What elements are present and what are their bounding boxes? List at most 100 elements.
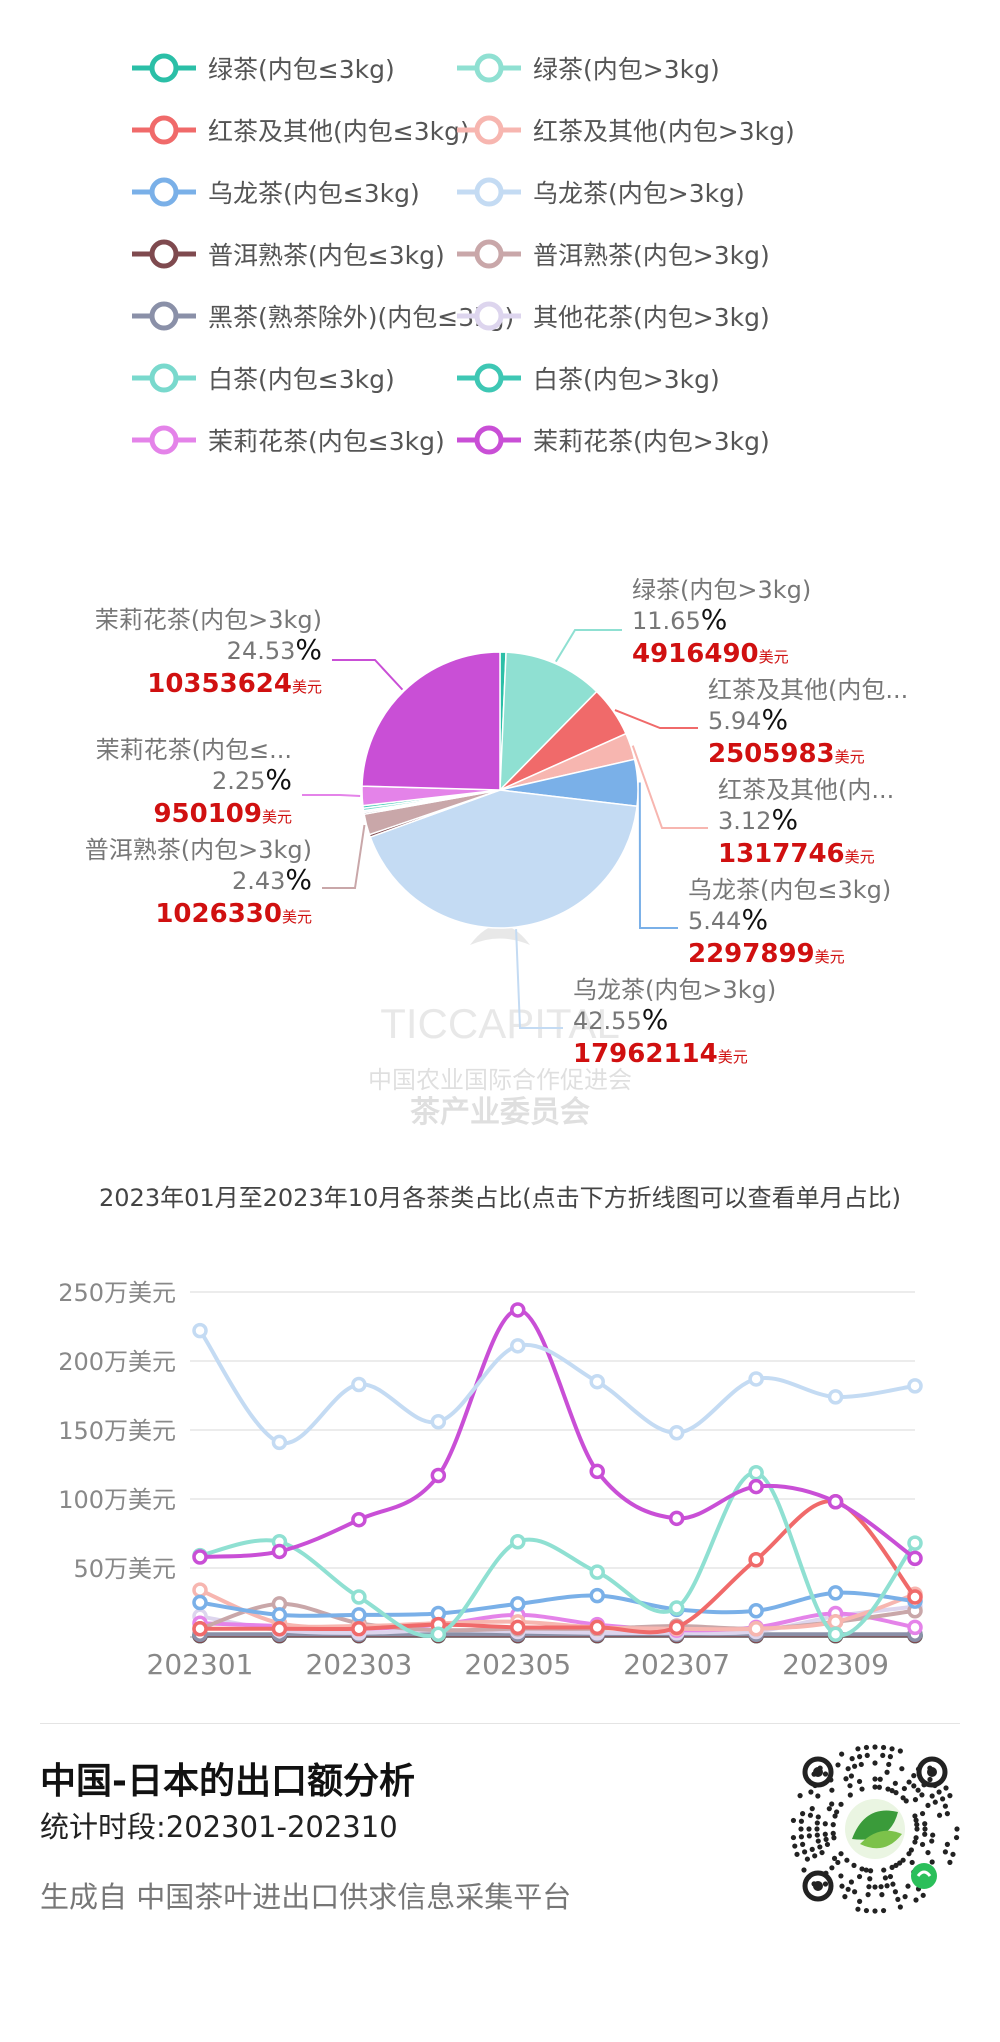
- data-point[interactable]: [351, 1589, 367, 1605]
- data-point[interactable]: [589, 1619, 605, 1636]
- legend-label: 普洱熟茶(内包>3kg): [533, 241, 770, 270]
- legend-item[interactable]: 红茶及其他(内包≤3kg): [130, 110, 470, 150]
- series-path[interactable]: [198, 1329, 916, 1446]
- legend-item[interactable]: 其他花茶(内包>3kg): [455, 296, 770, 336]
- data-point[interactable]: [827, 1585, 844, 1601]
- data-point[interactable]: [827, 1494, 844, 1510]
- data-point[interactable]: [589, 1463, 605, 1480]
- watermark-brand: TICCAPITAL: [380, 1000, 620, 1047]
- data-point[interactable]: [192, 1594, 208, 1611]
- legend-label: 白茶(内包>3kg): [533, 365, 720, 394]
- pie-label-amount: 2297899美元: [688, 939, 845, 969]
- data-point[interactable]: [748, 1465, 764, 1481]
- legend-item[interactable]: 茉莉花茶(内包>3kg): [455, 420, 770, 460]
- legend-label: 普洱熟茶(内包≤3kg): [208, 241, 445, 270]
- pie-label-percent: 24.53%: [227, 633, 322, 666]
- series-line[interactable]: [192, 1322, 923, 1451]
- legend-item[interactable]: 茉莉花茶(内包≤3kg): [130, 420, 445, 460]
- data-point[interactable]: [510, 1338, 526, 1354]
- data-point[interactable]: [748, 1478, 764, 1495]
- data-point[interactable]: [748, 1620, 764, 1637]
- pie-label-line: [554, 629, 622, 663]
- data-point[interactable]: [510, 1619, 526, 1636]
- pie-label-line: [638, 782, 678, 929]
- data-point[interactable]: [907, 1619, 923, 1636]
- data-point[interactable]: [589, 1373, 605, 1390]
- data-point[interactable]: [510, 1302, 526, 1318]
- y-tick-label: 200万美元: [58, 1348, 176, 1376]
- legend-item[interactable]: 黑茶(熟茶除外)(内包≤3kg): [130, 296, 514, 336]
- legend-label: 绿茶(内包≤3kg): [208, 55, 395, 84]
- data-point[interactable]: [510, 1534, 526, 1550]
- data-point[interactable]: [589, 1587, 605, 1604]
- data-point[interactable]: [192, 1620, 208, 1637]
- legend-item[interactable]: 白茶(内包>3kg): [455, 358, 720, 398]
- legend: 绿茶(内包≤3kg) 绿茶(内包>3kg) 红茶及其他(内包≤3kg) 红茶及其他(内…: [0, 0, 1000, 480]
- legend-item[interactable]: 普洱熟茶(内包>3kg): [455, 234, 770, 274]
- series-path[interactable]: [199, 1307, 917, 1560]
- legend-label: 绿茶(内包>3kg): [533, 55, 720, 84]
- data-point[interactable]: [271, 1620, 288, 1637]
- pie-slice[interactable]: [369, 789, 638, 929]
- legend-label: 其他花茶(内包>3kg): [533, 303, 770, 332]
- legend-marker-icon: [132, 239, 196, 269]
- series-path[interactable]: [199, 1588, 916, 1632]
- data-point[interactable]: [907, 1535, 923, 1551]
- data-point[interactable]: [510, 1596, 526, 1612]
- data-point[interactable]: [748, 1603, 764, 1619]
- legend-item[interactable]: 绿茶(内包≤3kg): [130, 48, 395, 88]
- data-point[interactable]: [748, 1551, 764, 1568]
- data-point[interactable]: [668, 1619, 685, 1636]
- data-point[interactable]: [668, 1510, 685, 1527]
- x-tick-label: 202301: [147, 1648, 254, 1681]
- data-point[interactable]: [907, 1589, 923, 1605]
- data-point[interactable]: [271, 1543, 288, 1560]
- legend-label: 红茶及其他(内包≤3kg): [208, 117, 470, 146]
- pie-label-name: 普洱熟茶(内包>3kg): [85, 836, 312, 864]
- data-point[interactable]: [192, 1322, 208, 1339]
- line-chart[interactable]: 50万美元 100万美元 150万美元 200万美元 250万美元 202301 2023…: [0, 1240, 1000, 1700]
- series-path[interactable]: [199, 1470, 917, 1638]
- data-point[interactable]: [668, 1425, 685, 1441]
- pie-label-percent: 3.12%: [718, 803, 798, 836]
- legend-label: 茉莉花茶(内包≤3kg): [208, 427, 445, 456]
- legend-item[interactable]: 乌龙茶(内包>3kg): [455, 172, 745, 212]
- series-path[interactable]: [199, 1590, 916, 1618]
- series-line[interactable]: [192, 1465, 923, 1642]
- legend-item[interactable]: 普洱熟茶(内包≤3kg): [130, 234, 445, 274]
- pie-label-line: [302, 794, 361, 797]
- data-point[interactable]: [430, 1626, 447, 1642]
- data-point[interactable]: [271, 1607, 288, 1623]
- legend-item[interactable]: 红茶及其他(内包>3kg): [455, 110, 795, 150]
- data-point[interactable]: [827, 1389, 844, 1405]
- data-point[interactable]: [351, 1620, 367, 1637]
- y-tick-label: 150万美元: [58, 1417, 176, 1445]
- pie-label-percent: 42.55%: [573, 1003, 668, 1036]
- pie-slice[interactable]: [499, 651, 598, 792]
- data-point[interactable]: [351, 1511, 367, 1528]
- legend-item[interactable]: 绿茶(内包>3kg): [455, 48, 720, 88]
- legend-item[interactable]: 白茶(内包≤3kg): [130, 358, 395, 398]
- data-point[interactable]: [192, 1549, 208, 1565]
- data-point[interactable]: [827, 1626, 844, 1642]
- series-path[interactable]: [199, 1499, 917, 1635]
- data-point[interactable]: [827, 1614, 844, 1630]
- data-point[interactable]: [430, 1413, 447, 1430]
- data-point[interactable]: [907, 1378, 923, 1394]
- pie-label-percent: 5.44%: [688, 903, 768, 936]
- data-point[interactable]: [589, 1564, 605, 1580]
- data-point[interactable]: [192, 1582, 208, 1598]
- data-point[interactable]: [748, 1371, 764, 1387]
- pie-label-amount: 10353624美元: [147, 669, 322, 699]
- data-point[interactable]: [907, 1550, 923, 1567]
- data-point[interactable]: [351, 1376, 367, 1393]
- qr-code[interactable]: [790, 1744, 960, 1914]
- pie-label-name: 红茶及其他(内...: [718, 776, 894, 804]
- pie-slice[interactable]: [361, 651, 501, 791]
- data-point[interactable]: [271, 1434, 288, 1451]
- data-point[interactable]: [351, 1607, 367, 1623]
- pie-label-amount: 1026330美元: [155, 899, 312, 929]
- legend-item[interactable]: 乌龙茶(内包≤3kg): [130, 172, 420, 212]
- data-point[interactable]: [668, 1600, 685, 1616]
- data-point[interactable]: [430, 1467, 447, 1484]
